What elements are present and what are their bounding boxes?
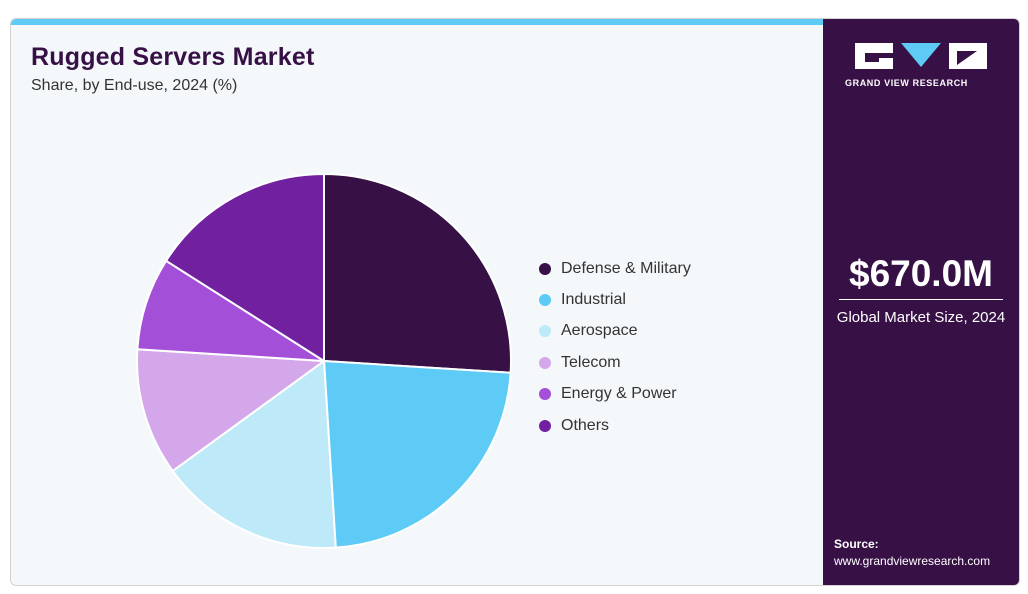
market-size-caption: Global Market Size, 2024: [836, 309, 1006, 326]
legend-swatch: [539, 419, 551, 432]
pie-slice-others: [164, 172, 325, 363]
brand-name: GRAND VIEW RESEARCH: [845, 78, 968, 88]
pie-slice-energy-power: [136, 259, 325, 362]
legend-item: Defense & Military: [539, 253, 691, 284]
legend-item: Others: [539, 410, 691, 441]
pie-slice-defense-military: [323, 172, 512, 374]
info-sidebar: GRAND VIEW RESEARCH $670.0M Global Marke…: [823, 19, 1019, 585]
legend-swatch: [539, 325, 551, 338]
legend-label: Defense & Military: [561, 259, 691, 277]
legend-item: Energy & Power: [539, 379, 691, 410]
market-size-value: $670.0M: [849, 253, 993, 294]
legend-label: Industrial: [561, 291, 626, 309]
legend-swatch: [539, 388, 551, 401]
chart-title: Rugged Servers Market: [31, 43, 315, 71]
legend-item: Telecom: [539, 347, 691, 378]
chart-legend: Defense & Military Industrial Aerospace Tel…: [539, 253, 691, 441]
pie-chart: [136, 172, 512, 549]
legend-label: Others: [561, 416, 610, 434]
pie-slice-aerospace: [171, 359, 337, 549]
chart-subtitle: Share, by End-use, 2024 (%): [31, 77, 238, 94]
accent-bar: [11, 19, 823, 25]
legend-label: Telecom: [561, 353, 621, 371]
legend-item: Aerospace: [539, 316, 691, 347]
pie-slice-telecom: [136, 348, 327, 473]
divider: [839, 299, 1003, 300]
legend-swatch: [539, 356, 551, 369]
source-link[interactable]: www.grandviewresearch.com: [834, 554, 991, 568]
legend-item: Industrial: [539, 284, 691, 315]
gvr-logo-icon: [855, 43, 987, 69]
pie-slice-industrial: [322, 359, 512, 549]
brand-logo: GRAND VIEW RESEARCH: [845, 43, 995, 88]
legend-label: Energy & Power: [561, 385, 677, 403]
chart-card: Rugged Servers Market Share, by End-use,…: [10, 18, 1020, 586]
legend-label: Aerospace: [561, 322, 638, 340]
legend-swatch: [539, 294, 551, 307]
legend-swatch: [539, 262, 551, 275]
source-label: Source:: [834, 537, 879, 551]
